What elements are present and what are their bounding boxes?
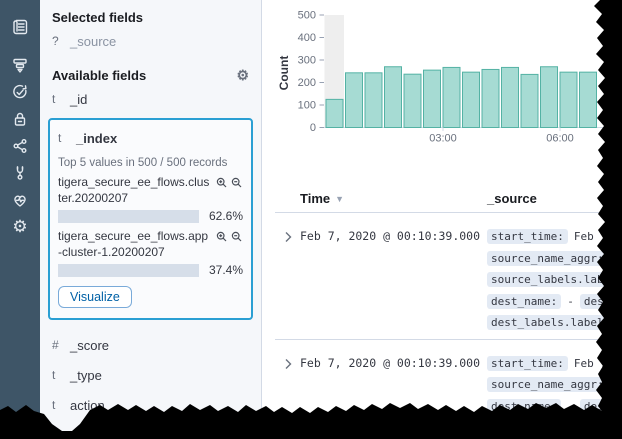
doc-table-header: Time ▼ _source: [275, 188, 622, 213]
field-row-type[interactable]: t _type: [52, 360, 249, 390]
field-type-icon: t: [52, 368, 56, 382]
bucket-percent: 62.6%: [208, 209, 243, 223]
svg-text:500: 500: [298, 10, 316, 22]
svg-text:100: 100: [298, 100, 316, 112]
field-name: _type: [70, 367, 102, 383]
svg-text:Count: Count: [277, 56, 291, 91]
selected-fields-heading: Selected fields: [52, 9, 144, 25]
doc-source-cell: start_time: Feb 7 source_name_aggr: source_…: [487, 226, 622, 334]
app-nav-rail: ⚙: [0, 0, 40, 439]
field-type-icon: ?: [52, 34, 59, 48]
field-name: _source: [70, 33, 117, 49]
sort-desc-icon: ▼: [335, 193, 345, 204]
doc-source-cell: start_time: Feb 7, source_name_aggr: dest_n…: [487, 353, 622, 439]
field-key-pill: dest: [579, 398, 615, 414]
field-value: -: [567, 294, 574, 308]
field-name: _id: [70, 91, 88, 107]
field-type-icon: t: [52, 398, 56, 412]
doc-timestamp: Feb 7, 2020 @ 00:10:39.000: [300, 355, 481, 370]
bucket-label: tigera_secure_ee_flows.cluster.20200207: [58, 175, 210, 205]
field-row-partial[interactable]: #: [52, 420, 249, 439]
settings-gear-icon[interactable]: ⚙: [12, 217, 28, 236]
field-type-icon: #: [52, 428, 59, 439]
table-row: Feb 7, 2020 @ 00:10:39.000 start_time: Feb…: [275, 338, 622, 439]
field-key-pill: start_time:: [487, 229, 568, 245]
field-key-pill: dest: [579, 293, 615, 309]
bucket-item: tigera_secure_ee_flows.cluster.20200207 …: [58, 174, 243, 223]
svg-text:200: 200: [298, 77, 316, 89]
count-histogram[interactable]: 0 100 200 300 400 500 03:00 06:00 Count: [262, 0, 622, 150]
funnel-stack-icon[interactable]: [0, 51, 40, 78]
source-column-header: _source: [487, 191, 537, 206]
svg-text:06:00: 06:00: [546, 133, 574, 145]
wrench-icon[interactable]: [0, 159, 40, 186]
doc-timestamp: Feb 7, 2020 @ 00:10:39.000: [300, 229, 481, 243]
available-fields-heading: Available fields ⚙: [52, 67, 249, 83]
field-key-pill: source_name_aggr:: [487, 377, 608, 393]
field-value: Feb 7: [573, 230, 607, 244]
field-value: -: [567, 399, 574, 413]
top-values-summary: Top 5 values in 500 / 500 records: [58, 157, 228, 169]
field-key-pill: dest_labels.label: [487, 420, 608, 436]
filter-out-value-icon[interactable]: [231, 230, 243, 260]
field-key-pill: start_time:: [487, 355, 568, 371]
field-row-id[interactable]: t _id: [52, 84, 249, 114]
field-key-pill: dest_name:: [487, 398, 562, 414]
lock-icon[interactable]: [0, 105, 40, 132]
bucket-label: tigera_secure_ee_flows.app-cluster-1.202…: [58, 229, 209, 259]
fields-sidebar: Selected fields ? _source Available fiel…: [40, 0, 262, 439]
time-column-header[interactable]: Time ▼: [300, 191, 345, 206]
filter-for-value-icon[interactable]: [216, 230, 228, 260]
filter-out-value-icon[interactable]: [231, 176, 243, 206]
field-type-icon: #: [52, 338, 59, 352]
field-key-pill: source_name_aggr:: [487, 250, 608, 266]
field-row-action[interactable]: t action: [52, 390, 249, 420]
network-graph-icon[interactable]: [0, 132, 40, 159]
field-value: Feb 7,: [573, 356, 614, 370]
svg-text:0: 0: [310, 122, 316, 134]
field-row-score[interactable]: # _score: [52, 330, 249, 360]
field-key-pill: source_labels.lab: [487, 272, 608, 288]
field-key-pill: dest_labels.labels: [487, 315, 615, 331]
discover-main: 0 100 200 300 400 500 03:00 06:00 Count Time ▼ _…: [262, 0, 622, 439]
bucket-progress-track: [58, 263, 199, 277]
table-row: Feb 7, 2020 @ 00:10:39.000 start_time: Feb…: [275, 213, 622, 339]
logs-scroll-icon[interactable]: [0, 13, 40, 40]
field-settings-gear-icon[interactable]: ⚙: [236, 67, 249, 83]
bucket-item: tigera_secure_ee_flows.app-cluster-1.202…: [58, 228, 243, 277]
svg-text:400: 400: [298, 32, 316, 44]
field-name: _index: [76, 130, 118, 146]
field-type-icon: t: [58, 131, 62, 145]
field-type-icon: t: [52, 92, 56, 106]
field-name: action: [70, 397, 105, 413]
health-heart-icon[interactable]: [0, 186, 40, 213]
visualize-button[interactable]: Visualize: [58, 286, 132, 308]
expand-row-icon[interactable]: [275, 226, 300, 334]
field-key-pill: dest_name:: [487, 293, 562, 309]
field-row-index[interactable]: t _index: [58, 126, 243, 150]
uptime-check-icon[interactable]: [0, 78, 40, 105]
field-name: _score: [70, 337, 110, 353]
expand-row-icon[interactable]: [275, 353, 300, 439]
doc-table-body: Feb 7, 2020 @ 00:10:39.000 start_time: Feb…: [262, 213, 622, 439]
svg-text:300: 300: [298, 55, 316, 67]
bucket-progress-track: [58, 209, 199, 223]
svg-text:03:00: 03:00: [429, 133, 457, 145]
field-row-source[interactable]: ? _source: [52, 26, 249, 56]
index-field-popover: t _index Top 5 values in 500 / 500 recor…: [48, 118, 253, 320]
bucket-percent: 37.4%: [208, 263, 243, 277]
filter-for-value-icon[interactable]: [216, 176, 228, 206]
